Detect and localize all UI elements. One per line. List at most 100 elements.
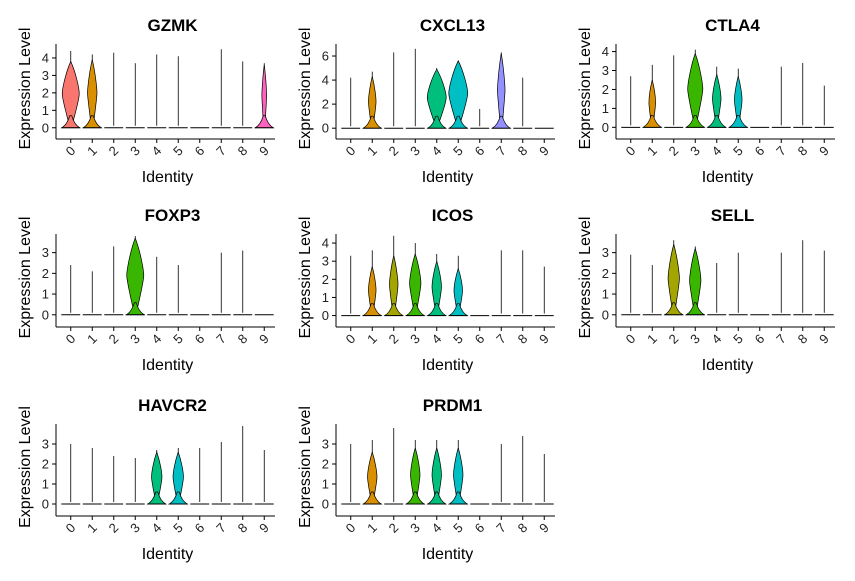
x-tick-label: 6 — [192, 520, 208, 536]
y-tick-label: 2 — [322, 97, 329, 112]
violin-base-bulb — [706, 114, 728, 128]
violin-cluster-2: 2 — [104, 246, 124, 347]
y-axis-label: Expression Level — [577, 217, 594, 339]
x-tick-label: 8 — [795, 143, 811, 159]
x-tick-label: 1 — [644, 143, 660, 159]
violin-cluster-7: 7 — [771, 66, 791, 159]
x-tick-label: 8 — [515, 331, 531, 347]
y-tick-label: 3 — [322, 254, 329, 269]
x-tick-label: 7 — [493, 143, 509, 159]
violin-cluster-1: 1 — [642, 265, 662, 347]
x-tick-label: 1 — [84, 520, 100, 536]
x-tick-label: 9 — [536, 331, 552, 347]
violin-base-bulb — [361, 491, 383, 505]
violin-base-bulb — [490, 115, 512, 129]
violin-cluster-9: 9 — [254, 314, 274, 347]
violin-cluster-8: 8 — [793, 240, 813, 347]
x-tick-label: 6 — [752, 143, 768, 159]
violin-cluster-9: 9 — [534, 454, 554, 536]
x-tick-label: 7 — [773, 331, 789, 347]
y-tick-label: 1 — [322, 290, 329, 305]
x-tick-label: 8 — [235, 331, 251, 347]
violin-cluster-9: 9 — [534, 266, 554, 347]
y-tick-label: 1 — [602, 287, 609, 302]
panel-title: CTLA4 — [705, 16, 760, 35]
y-tick-label: 1 — [602, 101, 609, 116]
x-tick-label: 8 — [515, 520, 531, 536]
x-tick-label: 1 — [84, 143, 100, 159]
x-tick-label: 1 — [364, 143, 380, 159]
y-axis-label: Expression Level — [297, 406, 314, 528]
panel-title: SELL — [711, 206, 754, 225]
panel-title: HAVCR2 — [138, 396, 207, 415]
x-tick-label: 9 — [536, 520, 552, 536]
violin-cluster-1: 1 — [361, 250, 383, 347]
y-tick-label: 4 — [322, 73, 329, 88]
x-axis-label: Identity — [702, 357, 754, 374]
violin-cluster-6: 6 — [750, 126, 770, 159]
y-tick-label: 2 — [42, 457, 49, 472]
x-tick-label: 3 — [687, 331, 703, 347]
violin-cluster-3: 3 — [404, 243, 426, 347]
x-axis-label: Identity — [422, 169, 474, 186]
violin-cluster-2: 2 — [663, 240, 685, 347]
x-tick-label: 3 — [687, 143, 703, 159]
x-tick-label: 0 — [343, 520, 359, 536]
x-tick-label: 7 — [773, 143, 789, 159]
x-tick-label: 3 — [407, 331, 423, 347]
violin-cluster-2: 2 — [383, 235, 405, 347]
violin-base-bulb — [361, 303, 383, 316]
violin-upper-lobe — [687, 52, 704, 125]
x-axis-label: Identity — [702, 169, 754, 186]
violin-cluster-7: 7 — [490, 52, 512, 159]
violin-cluster-7: 7 — [211, 49, 231, 159]
violin-cluster-9: 9 — [534, 127, 554, 159]
violin-base-bulb — [426, 115, 448, 129]
violin-cluster-9: 9 — [814, 250, 834, 347]
y-tick-label: 1 — [42, 287, 49, 302]
y-tick-label: 2 — [42, 85, 49, 100]
x-tick-label: 9 — [816, 143, 832, 159]
y-tick-label: 0 — [42, 497, 49, 512]
violin-base-bulb — [60, 115, 82, 129]
violin-cluster-6: 6 — [190, 448, 210, 536]
y-axis-label: Expression Level — [17, 217, 34, 339]
violin-cluster-4: 4 — [146, 450, 168, 536]
violin-cluster-4: 4 — [707, 263, 727, 347]
violin-base-bulb — [684, 114, 706, 128]
y-tick-label: 0 — [602, 307, 609, 322]
x-axis-label: Identity — [422, 546, 474, 563]
x-tick-label: 2 — [386, 143, 402, 159]
x-tick-label: 5 — [170, 331, 186, 347]
violin-cluster-4: 4 — [426, 68, 448, 159]
violin-cluster-0: 0 — [61, 265, 81, 347]
violin-cluster-5: 5 — [447, 255, 469, 347]
violin-base-bulb — [727, 114, 749, 128]
y-tick-label: 3 — [42, 437, 49, 452]
violin-cluster-5: 5 — [727, 68, 749, 159]
violin-cluster-5: 5 — [447, 60, 469, 159]
x-tick-label: 1 — [84, 331, 100, 347]
x-tick-label: 5 — [730, 331, 746, 347]
violin-cluster-4: 4 — [147, 256, 167, 347]
x-tick-label: 1 — [644, 331, 660, 347]
panel-title: GZMK — [147, 16, 198, 35]
violin-cluster-2: 2 — [104, 456, 124, 536]
y-tick-label: 2 — [42, 266, 49, 281]
violin-base-bulb — [663, 302, 685, 316]
x-tick-label: 0 — [623, 143, 639, 159]
violin-cluster-0: 0 — [621, 76, 641, 159]
y-tick-label: 0 — [322, 121, 329, 136]
y-tick-label: 3 — [602, 245, 609, 260]
violin-base-bulb — [146, 491, 168, 505]
y-tick-label: 1 — [42, 477, 49, 492]
x-tick-label: 4 — [149, 143, 165, 159]
x-tick-label: 6 — [472, 331, 488, 347]
x-tick-label: 7 — [213, 520, 229, 536]
x-tick-label: 4 — [429, 143, 445, 159]
violin-cluster-6: 6 — [470, 503, 490, 536]
x-tick-label: 0 — [63, 143, 79, 159]
